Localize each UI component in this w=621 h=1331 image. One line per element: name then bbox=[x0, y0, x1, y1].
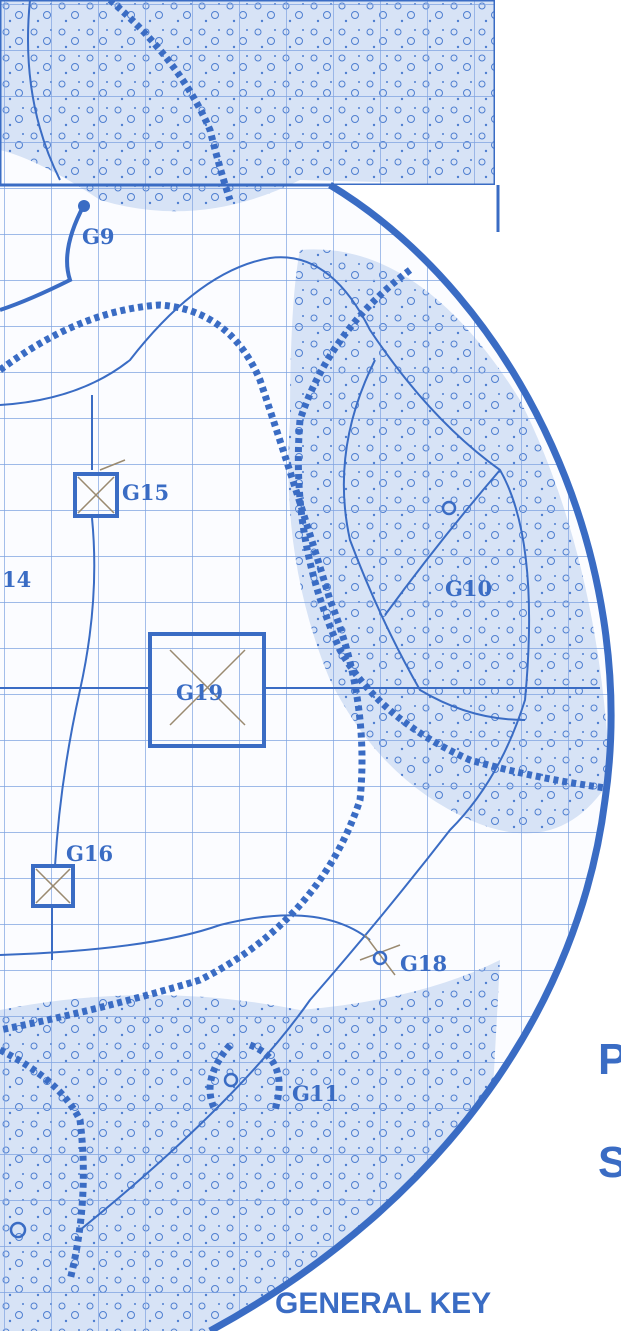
sheet-frame bbox=[0, 0, 497, 187]
legend-heading: GENERAL KEY bbox=[275, 1287, 491, 1320]
map-edge bbox=[208, 182, 615, 1331]
spring bbox=[78, 200, 90, 212]
map-label: G10 bbox=[445, 576, 492, 601]
map-label: G18 bbox=[400, 951, 447, 976]
sites bbox=[31, 472, 266, 908]
site-crosses bbox=[35, 459, 401, 976]
map-label: G9 bbox=[82, 224, 115, 249]
stream bbox=[0, 204, 86, 312]
markers bbox=[9, 500, 457, 1239]
map-label: G11 bbox=[292, 1081, 339, 1106]
map-label: G16 bbox=[66, 841, 113, 866]
map-label: G19 bbox=[176, 680, 223, 705]
roads bbox=[0, 0, 600, 1231]
map-label: 14 bbox=[2, 567, 31, 592]
side-letter: S bbox=[598, 1138, 621, 1187]
side-letter: P bbox=[598, 1035, 621, 1084]
boundaries bbox=[0, 0, 612, 1281]
map-label: G15 bbox=[122, 480, 169, 505]
